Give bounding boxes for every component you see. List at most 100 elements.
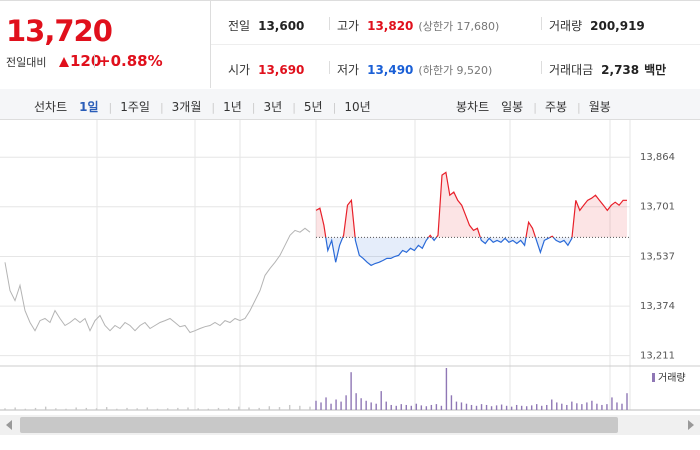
tab[interactable]: 1년 <box>223 100 242 114</box>
y-tick-label: 13,211 <box>640 351 675 362</box>
volume-bar <box>415 403 418 410</box>
tab[interactable]: 1주일 <box>120 100 150 114</box>
volume-bar <box>475 405 478 410</box>
volume-bar <box>65 408 67 410</box>
volume-bar <box>616 402 618 410</box>
divider <box>210 0 211 88</box>
info-cell: 시가 13,690 <box>228 59 309 78</box>
divider <box>541 17 542 30</box>
volume-bar <box>480 404 483 410</box>
tab-bar: 선차트 1일 | 1주일 | 3개월 | 1년 | 3년 | 5년 | 10년 봉차트 일봉 | 주봉 | 월봉 <box>0 89 700 120</box>
volume-bar <box>525 406 528 410</box>
volume-bar <box>309 406 311 410</box>
tab-separator: | <box>292 101 296 114</box>
volume-bar <box>126 407 128 410</box>
volume-bar <box>105 407 108 410</box>
info-cell: 저가 13,490 (하한가 9,520) <box>337 59 492 78</box>
info-value: 13,690 <box>258 63 305 77</box>
info-note: (하한가 9,520) <box>418 64 493 77</box>
tab-separator: | <box>332 101 337 114</box>
tab[interactable]: 월봉 <box>588 100 611 114</box>
volume-bar <box>136 408 138 410</box>
volume-bar <box>288 404 291 410</box>
price-line <box>315 171 627 238</box>
tab[interactable]: 3개월 <box>171 100 202 114</box>
tab[interactable]: 3년 <box>263 100 283 114</box>
volume-bar <box>14 407 16 410</box>
y-tick-label: 13,701 <box>640 202 675 213</box>
volume-bar <box>500 404 503 410</box>
volume-bar <box>355 393 357 410</box>
volume-bar <box>278 407 281 410</box>
divider <box>211 44 700 45</box>
volume-bar <box>490 406 493 410</box>
info-label: 거래량 <box>549 19 583 33</box>
volume-bar <box>395 405 397 410</box>
tab-separator: | <box>533 101 537 114</box>
divider <box>94 54 95 68</box>
price-area <box>325 237 572 266</box>
change-label: 전일대비 <box>6 56 47 69</box>
volume-bar <box>611 397 613 410</box>
tab[interactable]: 일봉 <box>501 100 524 114</box>
volume-bar <box>465 403 468 410</box>
info-value: 2,738 <box>601 63 640 77</box>
tab[interactable]: 10년 <box>344 100 371 114</box>
volume-bar <box>385 401 387 410</box>
volume-bar <box>621 403 623 410</box>
volume-bar <box>320 402 322 410</box>
tab-separator: | <box>251 101 256 114</box>
line-tabs: 선차트 1일 | 1주일 | 3개월 | 1년 | 3년 | 5년 | 10년 <box>34 96 381 115</box>
volume-bar <box>485 404 488 410</box>
volume-bar <box>187 407 189 410</box>
y-tick-label: 13,864 <box>640 152 675 163</box>
candle-tabs: 봉차트 일봉 | 주봉 | 월봉 <box>456 96 621 115</box>
volume-bar <box>460 402 463 410</box>
volume-bar <box>85 407 88 410</box>
volume-bar <box>315 400 317 410</box>
volume-bar <box>530 405 533 410</box>
vertical-grid <box>96 120 631 410</box>
volume-bar <box>576 403 578 410</box>
volume-bar <box>405 404 407 410</box>
volume-bar <box>55 408 57 410</box>
tab[interactable]: 5년 <box>303 100 323 114</box>
info-label: 거래대금 <box>549 63 594 77</box>
info-label: 시가 <box>228 63 251 77</box>
tab-separator: | <box>159 101 164 114</box>
volume-bar <box>551 399 553 410</box>
volume-bar <box>299 405 301 410</box>
volume-bar <box>177 407 179 410</box>
volume-bar <box>400 404 402 410</box>
volume-bar <box>207 408 210 410</box>
change: 120 <box>70 52 102 70</box>
volume-bar <box>335 399 337 410</box>
volume-bar <box>268 406 271 410</box>
tab[interactable]: 1일 <box>79 100 99 114</box>
volume-bar <box>34 407 37 410</box>
volume-bar <box>470 404 473 410</box>
volume-bar <box>581 404 583 410</box>
info-label: 전일 <box>228 19 251 33</box>
chart: 거래량 13,211 13,374 13,537 13,701 13,864 <box>0 120 700 435</box>
info-unit: 백만 <box>644 63 667 77</box>
volume-bar <box>510 406 513 410</box>
volume-bar <box>217 407 220 410</box>
y-tick-label: 13,374 <box>640 301 675 312</box>
volume-bar <box>561 403 563 410</box>
volume-bar <box>455 401 458 410</box>
volume-bar <box>520 405 523 410</box>
tab-separator: | <box>108 101 113 114</box>
info-value: 13,820 <box>367 19 414 33</box>
volume-bar <box>546 404 548 410</box>
tab[interactable]: 주봉 <box>544 100 568 114</box>
price: 13,720 <box>6 14 113 48</box>
tab-group-label: 선차트 <box>34 100 68 114</box>
tab-group-label: 봉차트 <box>456 100 490 114</box>
legend-swatch <box>652 373 655 382</box>
price-line <box>325 237 573 267</box>
volume-bar <box>330 403 332 410</box>
volume-bar <box>495 405 498 410</box>
scrollbar[interactable] <box>0 415 700 435</box>
